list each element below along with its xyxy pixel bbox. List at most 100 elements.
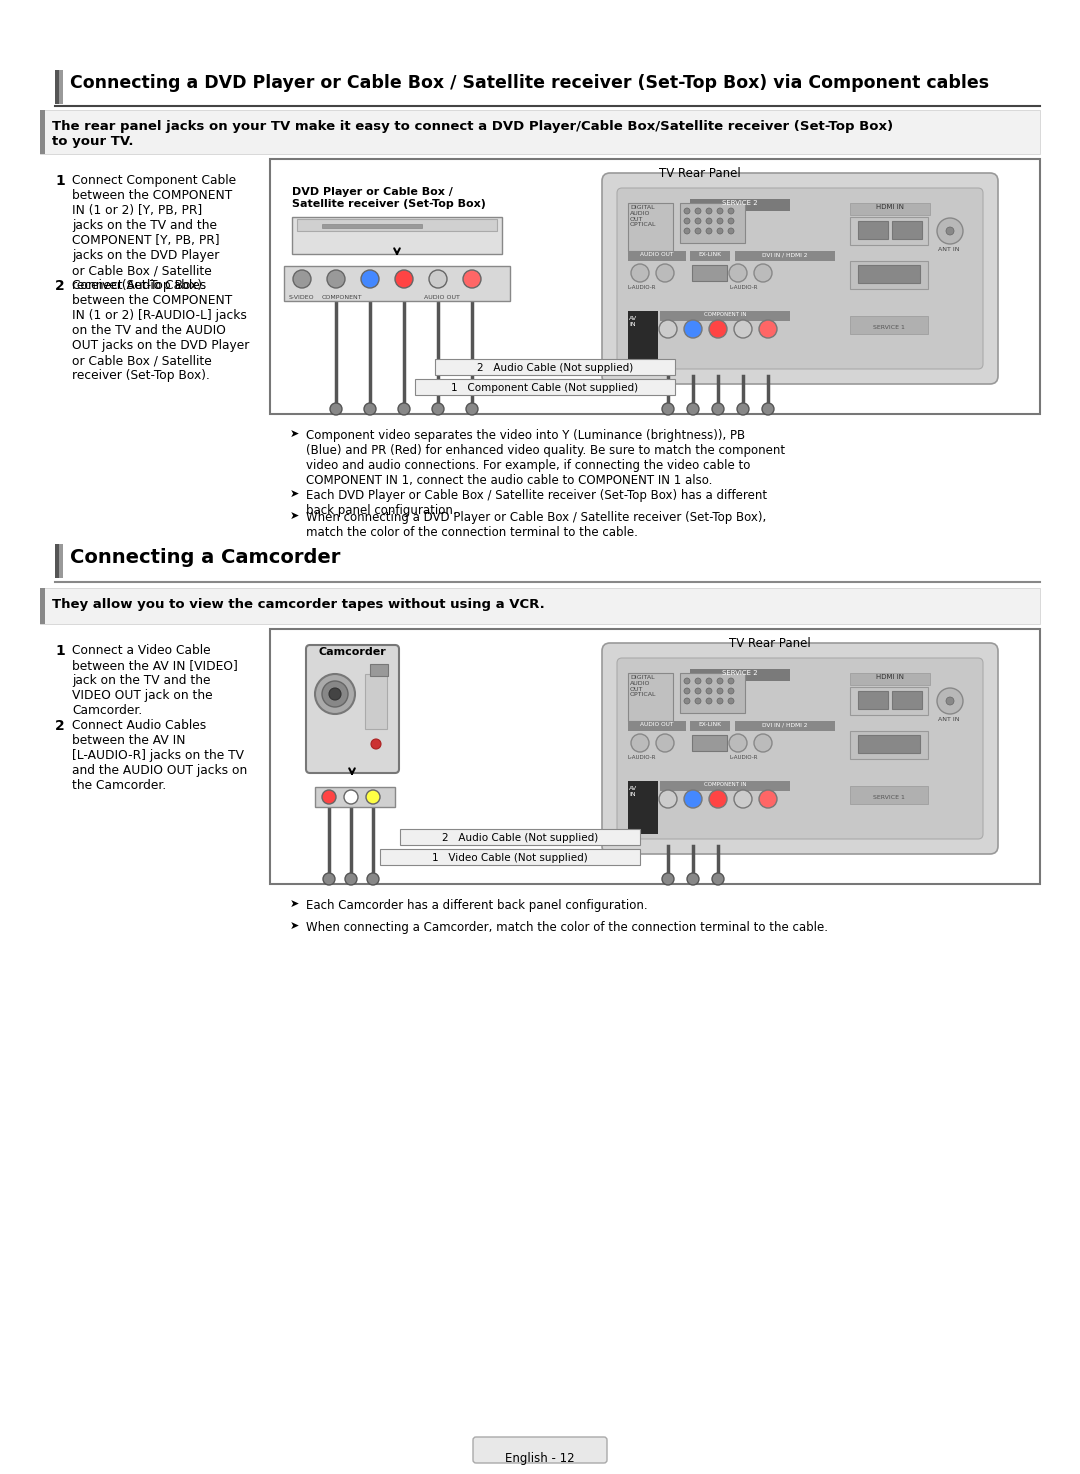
Circle shape — [729, 734, 747, 752]
Circle shape — [293, 270, 311, 287]
Bar — [627, 251, 686, 261]
Circle shape — [706, 228, 712, 234]
Circle shape — [659, 320, 677, 338]
Circle shape — [706, 678, 712, 684]
Text: They allow you to view the camcorder tapes without using a VCR.: They allow you to view the camcorder tap… — [52, 598, 544, 612]
Circle shape — [429, 270, 447, 287]
Text: 1   Video Cable (Not supplied): 1 Video Cable (Not supplied) — [432, 853, 588, 862]
Text: SERVICE 1: SERVICE 1 — [873, 324, 905, 330]
Bar — [297, 220, 497, 231]
Bar — [40, 111, 45, 153]
Bar — [40, 111, 1040, 153]
Bar — [400, 828, 640, 845]
Text: AV
IN: AV IN — [629, 786, 637, 797]
Circle shape — [717, 678, 723, 684]
Circle shape — [759, 790, 777, 808]
Bar — [365, 674, 387, 730]
Text: 1: 1 — [55, 644, 65, 657]
Circle shape — [717, 688, 723, 694]
Bar — [690, 251, 730, 261]
Bar — [692, 736, 727, 750]
Bar — [322, 224, 422, 228]
Circle shape — [662, 873, 674, 884]
Text: Connecting a DVD Player or Cable Box / Satellite receiver (Set-Top Box) via Comp: Connecting a DVD Player or Cable Box / S… — [70, 74, 989, 91]
Bar — [690, 721, 730, 731]
Bar — [850, 217, 928, 245]
Circle shape — [712, 873, 724, 884]
Text: L-AUDIO-R: L-AUDIO-R — [627, 755, 657, 761]
Circle shape — [687, 402, 699, 416]
Text: Connect a Video Cable
between the AV IN [VIDEO]
jack on the TV and the
VIDEO OUT: Connect a Video Cable between the AV IN … — [72, 644, 238, 716]
Circle shape — [759, 320, 777, 338]
FancyBboxPatch shape — [473, 1437, 607, 1464]
Text: ➤: ➤ — [291, 511, 299, 520]
Circle shape — [706, 699, 712, 705]
Text: AUDIO OUT: AUDIO OUT — [640, 252, 674, 256]
Text: Component video separates the video into Y (Luminance (brightness)), PB
(Blue) a: Component video separates the video into… — [306, 429, 785, 486]
Text: AV
IN: AV IN — [629, 315, 637, 327]
Circle shape — [728, 699, 734, 705]
Text: S-VIDEO: S-VIDEO — [289, 295, 314, 301]
Circle shape — [706, 688, 712, 694]
Bar — [627, 781, 658, 834]
Bar — [315, 787, 395, 806]
Text: 2   Audio Cable (Not supplied): 2 Audio Cable (Not supplied) — [477, 363, 633, 373]
Bar — [415, 379, 675, 395]
Circle shape — [717, 228, 723, 234]
Circle shape — [432, 402, 444, 416]
Circle shape — [361, 270, 379, 287]
Text: SERVICE 1: SERVICE 1 — [873, 794, 905, 800]
Bar — [270, 159, 1040, 414]
Circle shape — [696, 678, 701, 684]
Circle shape — [327, 270, 345, 287]
Bar — [40, 588, 1040, 624]
Circle shape — [729, 264, 747, 282]
Bar — [59, 544, 63, 578]
Text: DIGITAL
AUDIO
OUT
OPTICAL: DIGITAL AUDIO OUT OPTICAL — [630, 675, 657, 697]
Bar — [627, 203, 673, 251]
Text: ➤: ➤ — [291, 429, 299, 439]
Circle shape — [684, 688, 690, 694]
Text: HDMI IN: HDMI IN — [876, 203, 904, 209]
Text: The rear panel jacks on your TV make it easy to connect a DVD Player/Cable Box/S: The rear panel jacks on your TV make it … — [52, 119, 893, 147]
Text: TV Rear Panel: TV Rear Panel — [729, 637, 811, 650]
Bar — [435, 360, 675, 374]
Circle shape — [717, 699, 723, 705]
Circle shape — [662, 402, 674, 416]
Bar — [680, 674, 745, 713]
Text: 2   Audio Cable (Not supplied): 2 Audio Cable (Not supplied) — [442, 833, 598, 843]
Circle shape — [762, 402, 774, 416]
Text: L-AUDIO-R: L-AUDIO-R — [730, 755, 758, 761]
Text: DVD Player or Cable Box /
Satellite receiver (Set-Top Box): DVD Player or Cable Box / Satellite rece… — [292, 187, 486, 209]
Text: Each DVD Player or Cable Box / Satellite receiver (Set-Top Box) has a different
: Each DVD Player or Cable Box / Satellite… — [306, 489, 767, 517]
Circle shape — [734, 320, 752, 338]
Text: COMPONENT: COMPONENT — [322, 295, 363, 301]
Text: ➤: ➤ — [291, 899, 299, 909]
Text: 2: 2 — [55, 719, 65, 733]
Bar — [850, 315, 928, 335]
Bar — [692, 265, 727, 282]
Circle shape — [687, 873, 699, 884]
Circle shape — [706, 208, 712, 214]
Text: L-AUDIO-R: L-AUDIO-R — [627, 284, 657, 290]
Bar — [850, 731, 928, 759]
Circle shape — [465, 402, 478, 416]
Circle shape — [395, 270, 413, 287]
Circle shape — [329, 688, 341, 700]
Text: EX-LINK: EX-LINK — [699, 252, 721, 256]
Circle shape — [706, 218, 712, 224]
Bar — [735, 251, 835, 261]
Circle shape — [684, 790, 702, 808]
Circle shape — [728, 218, 734, 224]
Bar — [627, 311, 658, 364]
Circle shape — [717, 218, 723, 224]
Circle shape — [696, 228, 701, 234]
Circle shape — [659, 790, 677, 808]
Text: HDMI IN: HDMI IN — [876, 674, 904, 680]
Circle shape — [399, 402, 410, 416]
Bar — [850, 687, 928, 715]
FancyBboxPatch shape — [617, 189, 983, 368]
Circle shape — [937, 218, 963, 245]
Text: When connecting a Camcorder, match the color of the connection terminal to the c: When connecting a Camcorder, match the c… — [306, 921, 828, 935]
Text: When connecting a DVD Player or Cable Box / Satellite receiver (Set-Top Box),
ma: When connecting a DVD Player or Cable Bo… — [306, 511, 766, 539]
